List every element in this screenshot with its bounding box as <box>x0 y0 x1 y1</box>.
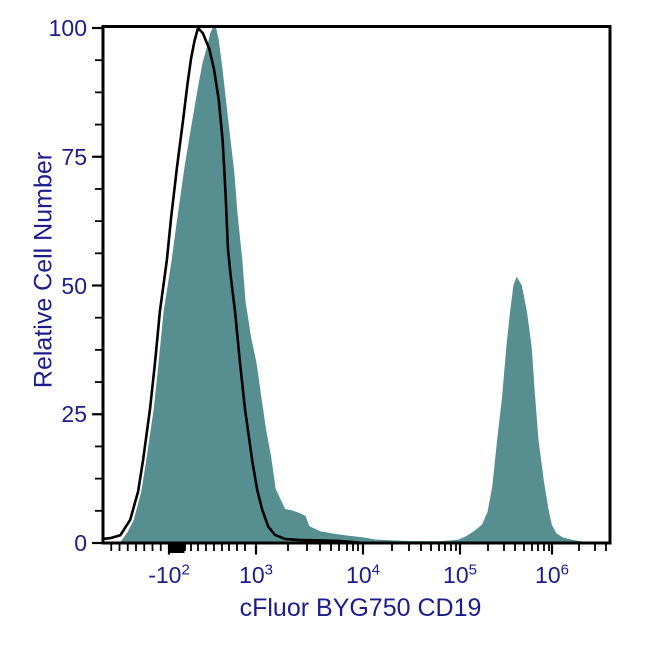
y-tick-label: 0 <box>74 530 87 556</box>
y-axis-title: Relative Cell Number <box>29 151 58 389</box>
x-tick-exponent: 4 <box>371 561 380 579</box>
x-tick-label: -102 <box>148 561 190 588</box>
plot-frame <box>101 25 612 545</box>
filled-histogram <box>119 27 592 544</box>
x-tick-exponent: 3 <box>264 561 273 579</box>
outline-histogram <box>101 26 365 545</box>
x-tick-exponent: 2 <box>181 561 190 579</box>
y-tick-label: 75 <box>61 143 87 170</box>
x-tick-label: 103 <box>239 561 273 588</box>
x-tick-label: 106 <box>535 561 569 588</box>
y-tick-label: 100 <box>48 15 87 41</box>
x-tick-exponent: 5 <box>468 561 477 579</box>
x-tick-exponent: 6 <box>560 561 569 579</box>
y-tick-label: 25 <box>61 401 87 428</box>
x-axis-title: cFluor BYG750 CD19 <box>239 594 482 622</box>
x-tick-label: 104 <box>346 561 380 588</box>
x-tick-label: 105 <box>443 561 477 588</box>
y-tick-label: 50 <box>61 272 87 299</box>
